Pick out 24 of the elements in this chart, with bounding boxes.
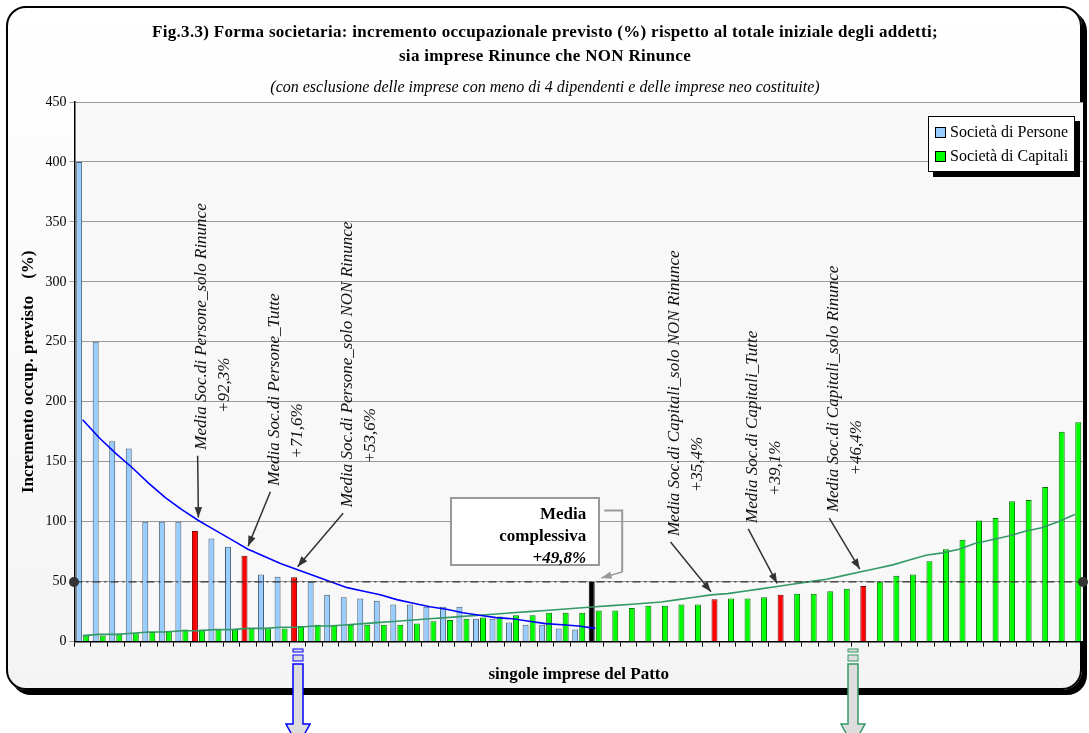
y-tick-label: 100 xyxy=(45,513,67,529)
y-tick-label: 200 xyxy=(45,393,67,409)
y-tick-label: 150 xyxy=(45,453,67,469)
annotation: Media Soc.di Capitali_Tutte +39,1% xyxy=(741,330,784,524)
y-tick-label: 0 xyxy=(59,633,67,649)
legend-label: Società di Persone xyxy=(950,122,1069,142)
y-tick-label: 400 xyxy=(45,153,67,169)
annotation: Media Soc.di Persone_Tutte +71,6% xyxy=(263,293,306,487)
y-tick-label: 250 xyxy=(45,333,67,349)
chart-subtitle: (con esclusione delle imprese con meno di 4 dipendenti e delle imprese neo costituite) xyxy=(269,78,821,96)
annotation: Media Soc.di Persone_solo Rinunce +92,3% xyxy=(191,202,234,451)
y-tick-label: 450 xyxy=(45,93,67,109)
y-tick-label: 300 xyxy=(45,273,67,289)
annotation: Media complessiva +49,8% xyxy=(498,502,587,569)
y-tick-label: 350 xyxy=(45,213,67,229)
x-axis-title: singole imprese del Patto xyxy=(488,664,669,684)
chart-title: Fig.3.3) Forma societaria: incremento occupazionale previsto (%) rispetto al totale iniziale degli addetti; sia imprese Rinunce che NON Rinunce xyxy=(151,21,939,67)
callout-box: Media complessiva +49,8% xyxy=(449,496,601,567)
y-tick-label: 50 xyxy=(52,573,67,589)
annotation: Media Soc.di Persone_solo NON Rinunce +53,6% xyxy=(336,221,379,509)
legend-label: Società di Capitali xyxy=(950,146,1069,167)
annotation: Media Soc.di Capitali_solo Rinunce +46,4% xyxy=(822,265,865,514)
annotation: Media Soc.di Capitali_solo NON Rinunce +35,4% xyxy=(663,249,706,538)
y-axis-title: Incremento occup. previsto (%) xyxy=(17,250,37,494)
